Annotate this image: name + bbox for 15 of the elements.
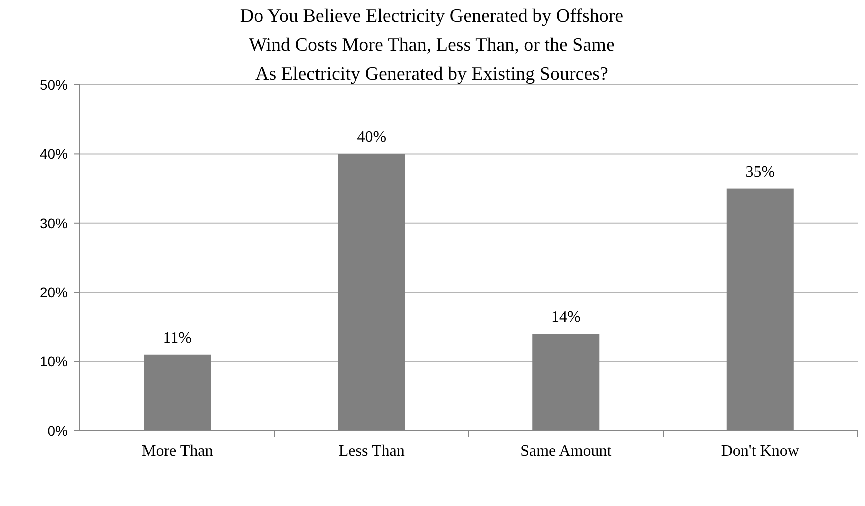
y-tick-label: 10% bbox=[40, 354, 68, 370]
data-label: 40% bbox=[357, 129, 387, 146]
data-label: 14% bbox=[551, 309, 581, 326]
chart-title: Do You Believe Electricity Generated by Offshore Wind Costs More Than, Less Than, or the Same As Electricity Generated by Existing Sources? bbox=[240, 6, 624, 85]
y-tick-label: 0% bbox=[48, 422, 68, 439]
data-label: 35% bbox=[746, 164, 776, 181]
data-label: 11% bbox=[163, 330, 192, 347]
x-tick-label: Same Amount bbox=[520, 443, 612, 460]
y-tick-label: 30% bbox=[40, 215, 68, 232]
x-tick-label: Less Than bbox=[338, 443, 405, 460]
y-tick-label: 50% bbox=[40, 76, 68, 93]
x-tick-label: Don't Know bbox=[721, 443, 800, 460]
y-tick-label: 20% bbox=[40, 284, 68, 300]
y-tick-label: 40% bbox=[40, 146, 68, 162]
x-tick-label: More Than bbox=[142, 443, 214, 460]
